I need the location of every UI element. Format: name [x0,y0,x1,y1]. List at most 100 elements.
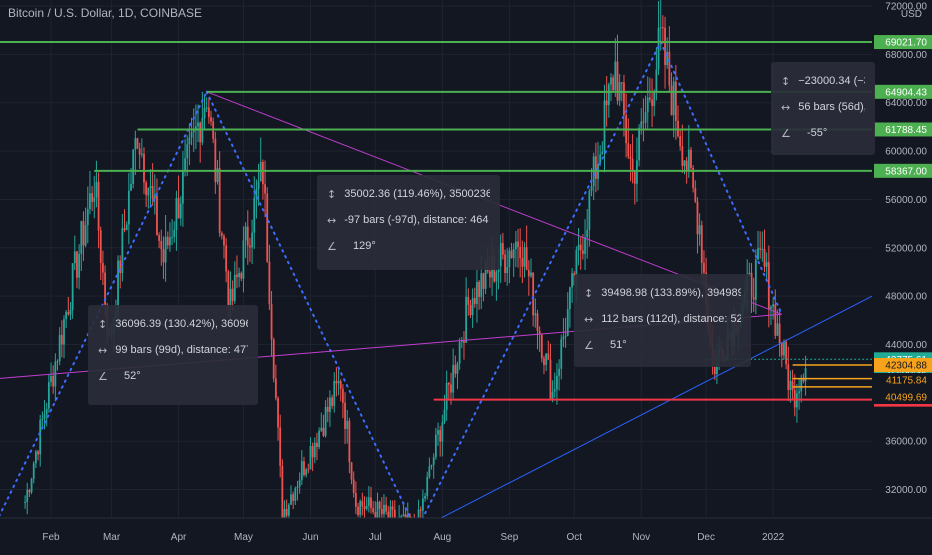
x-tick-label: Feb [42,532,60,543]
candle-body [489,271,491,278]
candle-body [469,304,472,316]
level-price-tag-text: 69021.70 [885,38,927,49]
measure-box-1[interactable]: ↕ 36096.39 (130.42%), 3609639 ↔ 99 bars (9… [88,305,258,405]
measure-diagonal [205,90,418,532]
candle-body [309,446,312,470]
measure-box-2[interactable]: ↕ 35002.36 (119.46%), 3500236 ↔ -97 bars (… [317,175,500,270]
chart-title: Bitcoin / U.S. Dollar, 1D, COINBASE [8,6,203,20]
bars-range-icon: ↔ [781,100,791,114]
candle-body [251,232,253,248]
candle-body [508,250,511,268]
candle-body [43,414,46,419]
candle-body [640,121,643,128]
candle-body [233,274,236,301]
candle-body [229,288,232,306]
measure-box-3[interactable]: ↕ 39498.98 (133.89%), 3949898 ↔ 112 bars (… [574,274,751,367]
price-range-icon: ↕ [781,74,791,88]
y-tick-label: 64000.00 [885,98,927,109]
candle-body [685,160,688,171]
candle-body [344,402,346,429]
candle-body [484,261,487,289]
candle-body [586,229,589,238]
time-axis [0,518,932,550]
candle-body [599,154,602,164]
candle-body [636,160,638,184]
measure-3-price: 39498.98 (133.89%), 3949898 [601,287,741,299]
candle-body [759,248,762,250]
candle-body [633,171,636,184]
candle-body [151,186,154,199]
candle-body [173,230,176,238]
candle-body [761,249,764,251]
level-price-tag-bg [874,122,932,137]
currency-label[interactable]: USD [900,9,922,20]
candle-body [50,376,52,382]
bars-range-icon: ↔ [327,213,337,227]
candle-body [324,406,327,436]
candle-body [123,228,126,231]
candle-body [646,97,649,113]
candle-body [37,451,39,455]
candle-body [156,195,158,236]
candle-body [76,251,78,278]
candle-body [60,335,63,345]
candle-body [454,364,457,374]
candle-body [207,107,210,118]
level-price-tag-text: 61788.45 [885,125,927,136]
level-price-tag-text: 64904.43 [885,87,927,98]
candle-body [783,341,785,356]
measure-2-angle: 129° [353,240,376,252]
candle-body [527,269,530,277]
candle-body [363,506,366,509]
measure-3-bars: 112 bars (112d), distance: 529 px [601,313,741,325]
candle-body [71,263,74,310]
candle-body [391,506,394,510]
candle-body [421,498,424,511]
candle-body [305,469,308,475]
candle-body [785,341,788,365]
candle-body [657,27,660,70]
candle-body [532,272,535,316]
candle-body [402,514,405,517]
candle-body [166,236,169,246]
candle-body [164,236,167,263]
candle-body [203,107,206,119]
candle-body [443,409,446,423]
candle-body [514,241,517,249]
candle-body [789,381,792,390]
candle-body [456,363,459,374]
candle-body [104,272,106,305]
candle-body [26,490,29,502]
candle-body [264,184,266,194]
candle-body [679,136,682,147]
y-tick-label: 32000.00 [885,485,927,496]
candle-body [268,261,271,305]
candle-body [335,381,338,384]
angle-icon: ∠ [327,239,337,253]
candle-body [698,225,701,235]
candle-body [467,296,470,305]
orange-tag-bg [874,390,932,404]
x-tick-label: May [234,532,253,543]
candle-body [510,250,513,259]
candle-body [45,408,48,415]
candle-body [257,181,260,189]
candle-body [316,442,318,448]
candle-body [32,463,35,479]
candle-body [329,397,331,412]
measure-box-4[interactable]: ↕ −23000.34 (−33.32%), −2300034 ↔ 56 bars … [771,62,875,155]
candle-body [577,244,580,251]
candle-body [549,359,552,399]
candle-body [313,442,316,458]
candle-body [674,81,677,121]
candle-body [320,427,323,431]
candle-body [713,366,716,375]
candle-body [117,260,119,312]
candle-body [800,378,803,392]
candle-body [687,149,690,171]
candle-body [153,195,156,199]
candle-body [569,287,571,310]
candle-body [84,225,87,246]
